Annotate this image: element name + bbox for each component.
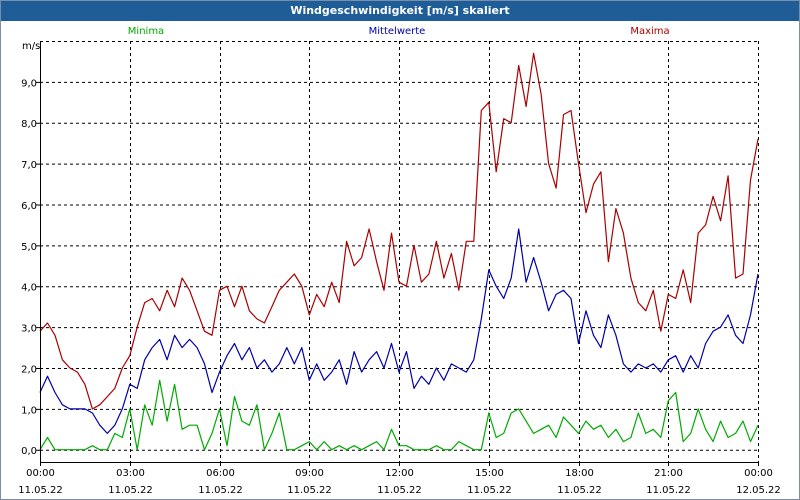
x-tick-time-label: 03:00 bbox=[116, 468, 145, 479]
y-tick-label: 2,0 bbox=[21, 364, 37, 375]
y-tick-label: 4,0 bbox=[21, 283, 37, 294]
x-tick-date-label: 11.05.22 bbox=[467, 485, 512, 496]
legend: Minima Mittelwerte Maxima bbox=[128, 26, 670, 37]
x-tick-time-label: 15:00 bbox=[475, 468, 504, 479]
x-tick-time-label: 09:00 bbox=[295, 468, 324, 479]
x-tick-date-label: 11.05.22 bbox=[198, 485, 243, 496]
x-tick-time-label: 21:00 bbox=[654, 468, 683, 479]
x-tick-date-label: 11.05.22 bbox=[377, 485, 422, 496]
x-tick-time-label: 12:00 bbox=[385, 468, 414, 479]
y-tick-label: 7,0 bbox=[21, 160, 37, 171]
x-tick-time-label: 00:00 bbox=[26, 468, 55, 479]
y-tick-label: 5,0 bbox=[21, 242, 37, 253]
tick-labels: 0,0 1,0 2,0 3,0 4,0 5,0 6,0 7,0 8,0 9,0 00:00 11.05… bbox=[18, 78, 781, 496]
series-line-minima bbox=[39, 379, 759, 451]
x-tick-time-label: 00:00 bbox=[744, 468, 773, 479]
x-tick-date-label: 11.05.22 bbox=[287, 485, 332, 496]
x-tick-date-label: 12.05.22 bbox=[736, 485, 781, 496]
x-tick-date-label: 11.05.22 bbox=[108, 485, 153, 496]
y-tick-label: 9,0 bbox=[21, 78, 37, 89]
y-tick-label: 1,0 bbox=[21, 405, 37, 416]
x-tick-date-label: 11.05.22 bbox=[557, 485, 602, 496]
y-tick-label: 6,0 bbox=[21, 201, 37, 212]
y-axis-unit-label: m/s bbox=[22, 41, 40, 52]
series-lines bbox=[39, 52, 759, 451]
x-tick-time-label: 06:00 bbox=[206, 468, 235, 479]
x-tick-date-label: 11.05.22 bbox=[18, 485, 63, 496]
legend-item-maxima: Maxima bbox=[630, 26, 669, 37]
x-tick-date-label: 11.05.22 bbox=[646, 485, 691, 496]
legend-item-minima: Minima bbox=[128, 26, 164, 37]
x-tick-time-label: 18:00 bbox=[565, 468, 594, 479]
window-title: Windgeschwindigkeit [m/s] skaliert bbox=[1, 1, 799, 21]
gridlines bbox=[40, 41, 759, 462]
axes bbox=[36, 41, 759, 466]
y-tick-label: 8,0 bbox=[21, 119, 37, 130]
y-tick-label: 0,0 bbox=[21, 446, 37, 457]
legend-item-mittelwerte: Mittelwerte bbox=[369, 26, 426, 37]
series-line-mittelwerte bbox=[39, 228, 759, 434]
series-line-maxima bbox=[39, 52, 759, 410]
y-tick-label: 3,0 bbox=[21, 324, 37, 335]
